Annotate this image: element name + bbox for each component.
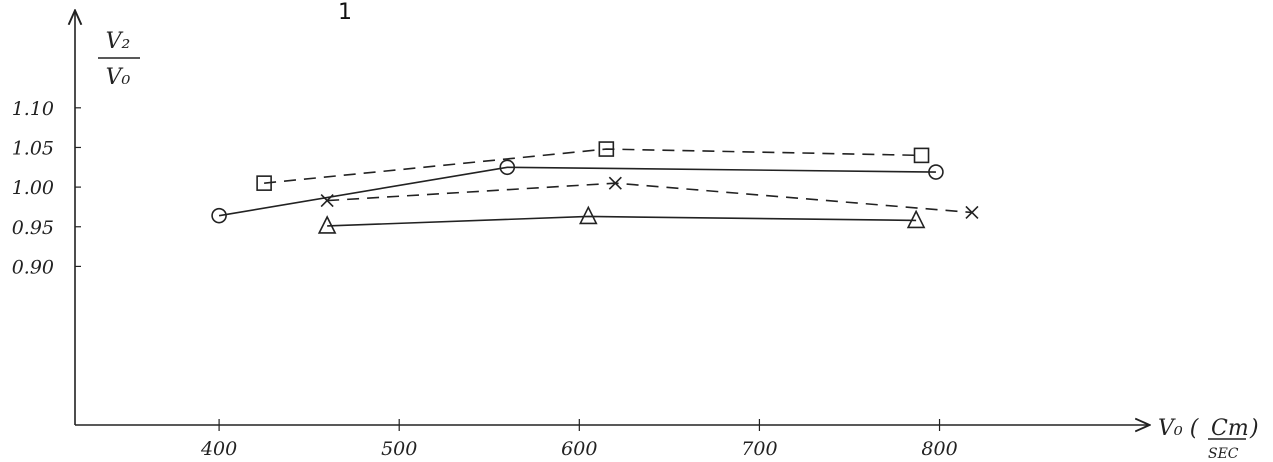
series-circle (211, 159, 944, 224)
data-point-circle (499, 159, 516, 176)
x-tick-label: 700 (741, 438, 777, 460)
x-axis-label-unit-numerator: Cm (1211, 416, 1249, 441)
x-tick-label: 600 (561, 438, 597, 460)
series-x (320, 176, 979, 220)
x-tick-label: 800 (921, 438, 957, 460)
x-axis-label-main: V₀ ( (1158, 416, 1199, 441)
series-line (327, 182, 973, 214)
data-point-x (965, 205, 979, 220)
data-point-triangle (579, 205, 598, 225)
y-axis-label: V₂ V₀ (98, 29, 140, 90)
y-axis-label-denominator: V₀ (106, 65, 131, 90)
y-tick-label: 0.90 (12, 256, 54, 278)
x-tick-label: 400 (200, 438, 237, 460)
data-point-square (598, 141, 615, 157)
y-ticks: 0.90 0.95 1.00 1.05 1.10 (12, 98, 81, 278)
y-tick-label: 1.05 (12, 137, 54, 159)
data-point-x (608, 176, 622, 190)
y-axis-label-numerator: V₂ (106, 29, 131, 54)
data-point-circle (211, 207, 227, 224)
data-point-x (320, 194, 334, 208)
data-point-square (913, 147, 930, 164)
data-point-circle (928, 164, 944, 180)
data-point-triangle (906, 209, 926, 229)
series-square (256, 141, 930, 191)
series-line (264, 148, 922, 184)
data-point-square (256, 175, 272, 191)
x-axis-label-unit-denominator: SEC (1208, 446, 1239, 462)
y-tick-label: 1.10 (12, 98, 54, 120)
x-tick-label: 500 (381, 438, 417, 460)
series-line (218, 166, 936, 217)
x-ticks: 400 500 600 700 800 (200, 419, 958, 460)
series-group (211, 141, 979, 234)
y-tick-label: 0.95 (12, 217, 54, 239)
series-triangle (317, 205, 926, 234)
data-point-triangle (317, 215, 337, 234)
figure-number: 1 (338, 0, 352, 25)
series-line (327, 215, 917, 227)
x-axis-label-close-paren: ) (1249, 416, 1259, 441)
x-axis-label: V₀ ( Cm ) SEC (1158, 416, 1259, 462)
y-tick-label: 1.00 (12, 177, 54, 199)
